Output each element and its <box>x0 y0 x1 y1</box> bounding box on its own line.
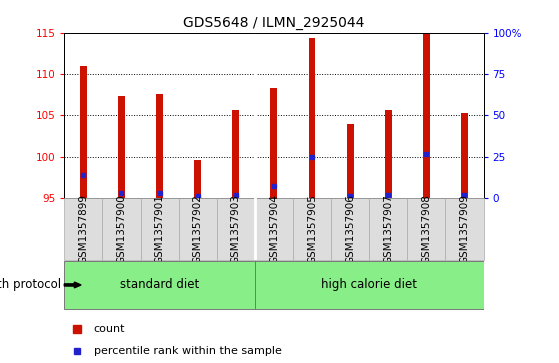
Text: standard diet: standard diet <box>120 278 199 291</box>
Text: GSM1357902: GSM1357902 <box>193 194 203 264</box>
Bar <box>233 110 239 198</box>
Text: count: count <box>93 324 125 334</box>
Text: GSM1357903: GSM1357903 <box>231 194 241 264</box>
Bar <box>423 33 430 198</box>
Bar <box>271 88 277 198</box>
Title: GDS5648 / ILMN_2925044: GDS5648 / ILMN_2925044 <box>183 16 364 30</box>
Bar <box>293 198 331 260</box>
Bar <box>140 198 179 260</box>
Bar <box>64 261 255 309</box>
Text: percentile rank within the sample: percentile rank within the sample <box>93 346 282 356</box>
Bar <box>369 198 408 260</box>
Text: GSM1357909: GSM1357909 <box>459 194 470 264</box>
Text: GSM1357908: GSM1357908 <box>421 194 432 264</box>
Bar <box>64 198 102 260</box>
Bar <box>156 94 163 198</box>
Bar <box>446 198 484 260</box>
Text: high calorie diet: high calorie diet <box>321 278 417 291</box>
Bar <box>255 198 293 260</box>
Text: GSM1357905: GSM1357905 <box>307 194 317 264</box>
Bar <box>347 125 353 198</box>
Text: growth protocol: growth protocol <box>0 278 61 291</box>
Bar <box>195 160 201 198</box>
Bar <box>217 198 255 260</box>
Bar <box>255 261 484 309</box>
Bar <box>118 96 125 198</box>
Bar <box>179 198 217 260</box>
Bar <box>331 198 369 260</box>
Bar <box>80 66 87 198</box>
Bar <box>309 38 315 198</box>
Text: GSM1357907: GSM1357907 <box>383 194 393 264</box>
Text: GSM1357901: GSM1357901 <box>155 194 164 264</box>
Text: GSM1357906: GSM1357906 <box>345 194 355 264</box>
Bar <box>102 198 140 260</box>
Bar <box>385 110 392 198</box>
Bar <box>461 113 468 198</box>
Text: GSM1357904: GSM1357904 <box>269 194 279 264</box>
Bar <box>408 198 446 260</box>
Text: GSM1357900: GSM1357900 <box>116 194 126 264</box>
Text: GSM1357899: GSM1357899 <box>78 194 88 264</box>
